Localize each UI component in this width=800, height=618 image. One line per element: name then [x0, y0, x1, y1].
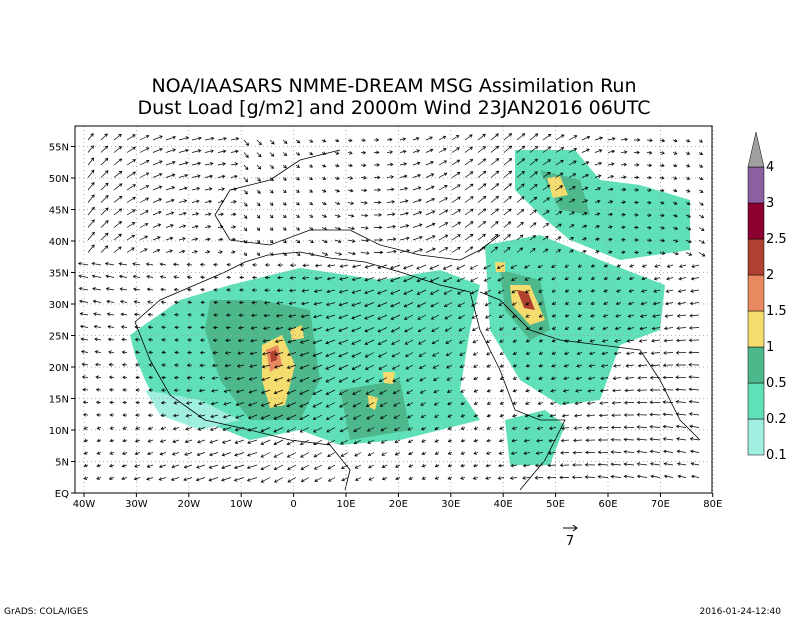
lat-tick-label: 15N — [49, 395, 69, 406]
lon-tick-label: 40W — [73, 499, 96, 510]
lat-tick-label: 20N — [49, 363, 69, 374]
lat-tick-label: 5N — [55, 458, 69, 469]
lon-tick-label: 30W — [125, 499, 148, 510]
ticks: 40W 30W 20W 10W 0 10E 20E 30E 40E 50E 60E 70E 80E EQ 5… — [49, 143, 723, 511]
footer-left: GrADS: COLA/IGES — [4, 607, 88, 617]
lon-tick-label: 10W — [230, 499, 253, 510]
lat-tick-label: 10N — [49, 426, 69, 437]
colorbar-box — [747, 310, 765, 348]
colorbar-label: 1.5 — [766, 304, 787, 319]
colorbar-label: 0.5 — [766, 376, 787, 391]
reference-vector-label: 7 — [566, 534, 574, 549]
lon-tick-label: 10E — [336, 499, 355, 510]
colorbar-label: 0.2 — [766, 412, 787, 427]
lon-tick-label: 0 — [290, 499, 296, 510]
colorbar-box — [747, 418, 765, 456]
lon-tick-label: 20E — [389, 499, 408, 510]
lon-tick-label: 50E — [546, 499, 565, 510]
wind-field — [77, 133, 706, 483]
title-line-1: NOA/IAASARS NMME-DREAM MSG Assimilation … — [151, 75, 636, 97]
colorbar-label: 1 — [766, 340, 774, 355]
lat-tick-label: 50N — [49, 174, 69, 185]
lat-tick-label: 35N — [49, 269, 69, 280]
lon-tick-label: 20W — [177, 499, 200, 510]
colorbar-box — [747, 382, 765, 420]
colorbar-box — [747, 346, 765, 384]
lon-tick-label: 40E — [494, 499, 513, 510]
lon-tick-label: 80E — [703, 499, 722, 510]
colorbar-box — [747, 274, 765, 312]
lat-tick-label: 40N — [49, 237, 69, 248]
colorbar-label: 2.5 — [766, 232, 787, 247]
colorbar-label: 0.1 — [766, 448, 787, 463]
colorbar-box — [747, 202, 765, 240]
reference-arrow-head — [572, 524, 578, 532]
wind-arrows — [77, 133, 706, 483]
title-line-2: Dust Load [g/m2] and 2000m Wind 23JAN201… — [138, 97, 651, 119]
colorbar-box — [747, 166, 765, 204]
lat-tick-label: 25N — [49, 332, 69, 343]
lat-tick-label: 55N — [49, 143, 69, 154]
lat-tick-label: 30N — [49, 300, 69, 311]
map-frame — [74, 125, 713, 494]
lat-tick-label: EQ — [55, 489, 69, 500]
lon-tick-label: 30E — [441, 499, 460, 510]
colorbar-label: 3 — [766, 196, 774, 211]
colorbar-box — [747, 238, 765, 276]
colorbar-label: 4 — [766, 160, 774, 175]
lat-tick-label: 45N — [49, 206, 69, 217]
reference-vector: 7 — [563, 524, 578, 549]
colorbar: 0.1 0.2 0.5 1 1.5 2 2.5 3 4 — [747, 131, 787, 463]
colorbar-label: 2 — [766, 268, 774, 283]
footer-right: 2016-01-24-12:40 — [700, 607, 782, 617]
colorbar-triangle — [747, 131, 765, 168]
lon-tick-label: 70E — [651, 499, 670, 510]
lon-tick-label: 60E — [598, 499, 617, 510]
